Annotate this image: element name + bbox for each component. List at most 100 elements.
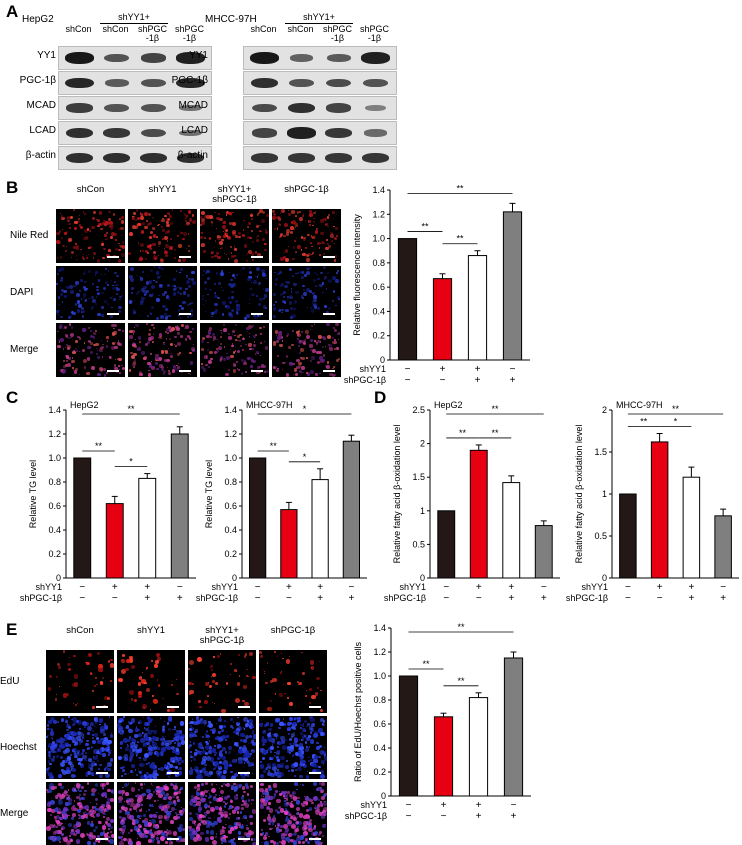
cell-spot — [132, 215, 134, 218]
bar — [502, 211, 523, 361]
cell-spot — [140, 814, 143, 817]
cell-spot — [71, 717, 77, 723]
cell-spot — [215, 682, 218, 685]
cell-spot — [122, 794, 124, 796]
cell-spot — [289, 295, 293, 300]
cell-spot — [315, 805, 317, 807]
cell-spot — [137, 691, 142, 696]
cell-spot — [220, 749, 223, 753]
cell-spot — [221, 313, 225, 317]
cell-spot — [295, 797, 298, 800]
cell-spot — [306, 357, 308, 359]
cell-spot — [73, 226, 78, 231]
cell-spot — [74, 348, 77, 350]
cell-spot — [68, 814, 70, 816]
cell-spot — [87, 254, 89, 256]
cell-spot — [127, 831, 131, 835]
cell-spot — [178, 766, 182, 770]
cell-spot — [283, 251, 285, 254]
cell-spot — [308, 220, 311, 223]
cell-spot — [263, 672, 265, 674]
cell-spot — [130, 717, 136, 723]
cell-spot — [62, 693, 68, 698]
cell-spot — [162, 238, 164, 240]
cell-spot — [95, 736, 99, 741]
cell-spot — [141, 679, 146, 684]
factor-mark: − — [441, 811, 447, 822]
factor-mark: + — [475, 364, 481, 375]
cell-spot — [54, 807, 59, 812]
cell-spot — [302, 371, 304, 374]
cell-spot — [120, 220, 125, 224]
cell-spot — [130, 287, 134, 291]
cell-spot — [310, 309, 315, 313]
cell-spot — [134, 359, 137, 362]
cell-spot — [302, 340, 306, 344]
cell-spot — [241, 349, 244, 352]
cell-spot — [86, 809, 89, 812]
cell-spot — [288, 841, 290, 844]
cell-spot — [284, 249, 288, 253]
cell-spot — [111, 295, 114, 297]
cell-spot — [117, 723, 122, 728]
factor-mark: − — [476, 593, 482, 604]
cell-spot — [133, 311, 136, 314]
cell-spot — [201, 736, 204, 739]
cell-spot — [201, 348, 204, 351]
cell-spot — [75, 242, 77, 245]
cell-spot — [233, 795, 239, 800]
cell-spot — [300, 651, 303, 654]
cell-spot — [78, 739, 84, 744]
cell-spot — [121, 804, 125, 807]
cell-spot — [178, 259, 182, 262]
cell-spot — [217, 655, 221, 659]
cell-spot — [82, 732, 84, 734]
cell-spot — [60, 276, 63, 279]
cell-spot — [158, 294, 160, 297]
cell-spot — [102, 256, 106, 260]
cell-spot — [193, 823, 196, 827]
cell-spot — [100, 729, 105, 734]
cell-spot — [56, 794, 58, 796]
cell-spot — [314, 754, 319, 759]
cell-spot — [252, 241, 254, 244]
cell-spot — [107, 788, 111, 793]
cell-spot — [219, 274, 222, 276]
cell-spot — [215, 228, 218, 230]
cell-spot — [61, 718, 65, 722]
cell-spot — [200, 362, 203, 365]
cell-spot — [121, 364, 123, 367]
cell-spot — [328, 279, 332, 283]
cell-spot — [72, 752, 76, 755]
cell-spot — [131, 764, 135, 768]
cell-spot — [129, 300, 133, 304]
cell-spot — [178, 756, 180, 759]
cell-spot — [152, 695, 154, 697]
cell-spot — [52, 831, 56, 835]
cell-spot — [48, 789, 52, 794]
cell-spot — [277, 734, 280, 737]
cell-spot — [259, 365, 262, 368]
cell-spot — [332, 290, 336, 293]
micrograph-image — [56, 266, 125, 320]
cell-spot — [101, 221, 106, 226]
cell-spot — [290, 294, 293, 298]
cell-spot — [272, 783, 278, 788]
cell-spot — [287, 791, 290, 794]
cell-spot — [272, 366, 276, 369]
cell-spot — [218, 765, 221, 769]
cell-spot — [179, 316, 182, 319]
cell-spot — [166, 366, 168, 368]
cell-spot — [296, 816, 299, 818]
y-tick-label: 1.0 — [373, 671, 386, 681]
cell-spot — [235, 235, 239, 239]
y-tick-label: 1.5 — [412, 472, 425, 482]
cell-spot — [335, 212, 338, 215]
cell-spot — [302, 804, 306, 808]
cell-spot — [245, 326, 250, 331]
cell-spot — [59, 278, 64, 283]
cell-spot — [267, 762, 272, 767]
cell-spot — [67, 809, 70, 811]
cell-spot — [296, 333, 301, 338]
cell-spot — [252, 757, 254, 759]
